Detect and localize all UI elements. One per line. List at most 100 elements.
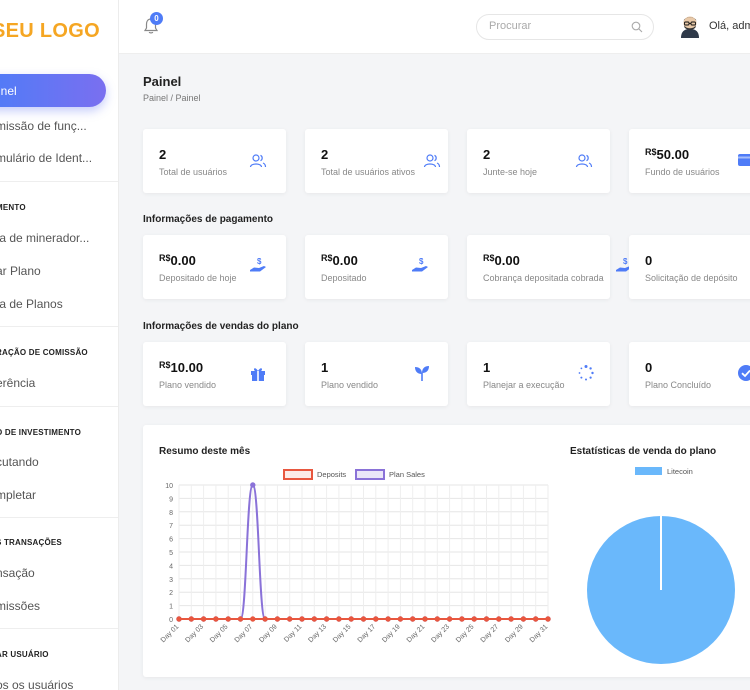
divider [0,181,119,182]
stat-label: Plano vendido [159,380,216,390]
data-point [226,617,230,621]
sidebar-item-running[interactable]: cutando [0,455,39,469]
sidebar-section-header: RAÇÃO DE COMISSÃO [0,348,88,357]
data-point [374,617,378,621]
plan-card-count-sold: 1 Plano vendido [305,342,448,406]
sidebar-item-add-plan[interactable]: ar Plano [0,264,41,278]
data-point [349,617,353,621]
sidebar-item-completed[interactable]: mpletar [0,488,36,502]
search-icon[interactable] [631,21,643,33]
sidebar-item-dashboard[interactable]: inel [0,74,106,107]
data-point [546,617,550,621]
sidebar-section-header: S TRANSAÇÕES [0,538,62,547]
data-point [337,617,341,621]
data-point [300,617,304,621]
x-tick-label: Day 19 [381,623,402,644]
stat-label: Junte-se hoje [483,167,537,177]
divider [0,628,119,629]
user-greeting[interactable]: Olá, adm [709,20,750,32]
data-point [472,617,476,621]
stat-label: Fundo de usuários [645,167,720,177]
gift-icon [249,365,267,383]
divider [0,406,119,407]
x-tick-label: Day 23 [430,623,451,644]
charts-panel: Resumo deste mês Estatísticas de venda d… [143,425,750,677]
users-icon [575,152,593,170]
sidebar-item-all-users[interactable]: os os usuários [0,678,73,690]
x-tick-label: Day 01 [160,623,181,644]
payment-card-today: R$0.00 Depositado de hoje $ [143,235,286,299]
notification-badge: 0 [150,12,163,25]
legend-swatch [635,467,662,475]
stat-label: Plano vendido [321,380,378,390]
section-title-plan-sales: Informações de vendas do plano [143,321,299,332]
data-point [324,617,328,621]
y-tick-label: 10 [165,483,173,490]
plan-card-completed: 0 Plano Concluído [629,342,750,406]
stat-value: 1 [483,360,490,375]
section-title-payment: Informações de pagamento [143,214,273,225]
data-point [288,617,292,621]
data-point [484,617,488,621]
sidebar-item-commissions[interactable]: missões [0,599,40,613]
legend-label: Plan Sales [389,470,425,479]
sidebar-item-miner-list[interactable]: ta de minerador... [0,231,89,245]
y-tick-label: 1 [169,604,173,611]
sidebar-item-commission[interactable]: missão de funç... [0,119,87,133]
data-point [361,617,365,621]
y-tick-label: 0 [169,617,173,624]
wallet-icon [737,151,750,169]
y-tick-label: 2 [169,590,173,597]
data-point [189,617,193,621]
stat-card-active-users: 2 Total de usuários ativos [305,129,448,193]
stat-value: 1 [321,360,328,375]
stat-label: Cobrança depositada cobrada [483,273,604,283]
stat-value: 2 [159,147,166,162]
data-point [509,617,513,621]
sidebar-item-plan-list[interactable]: ta de Planos [0,297,63,311]
data-point [214,617,218,621]
logo: SEU LOGO [0,20,100,43]
payment-card-charged: R$0.00 Cobrança depositada cobrada $ [467,235,610,299]
sidebar-section-header: AR USUÁRIO [0,650,49,659]
search-box [476,14,654,40]
legend-label: Litecoin [667,467,693,476]
sidebar: SEU LOGO inel missão de funç... mulário … [0,0,119,690]
data-point [423,617,427,621]
data-point [201,617,205,621]
sidebar-section-header: O DE INVESTIMENTO [0,428,81,437]
stat-label: Plano Concluído [645,380,711,390]
x-tick-label: Day 25 [455,623,476,644]
y-tick-label: 7 [169,523,173,530]
stat-value: 2 [483,147,490,162]
search-input[interactable] [489,20,619,32]
data-point [263,617,267,621]
legend-swatch [284,470,312,479]
sidebar-item-transactions[interactable]: nsação [0,566,35,580]
x-tick-label: Day 15 [332,623,353,644]
x-tick-label: Day 05 [209,623,230,644]
data-point [312,617,316,621]
payment-card-requests: 0 Solicitação de depósito [629,235,750,299]
x-tick-label: Day 03 [184,623,205,644]
users-icon [423,152,441,170]
payment-card-deposited: R$0.00 Depositado $ [305,235,448,299]
hand-money-icon: $ [249,256,267,274]
legend-label: Deposits [317,470,346,479]
y-tick-label: 6 [169,537,173,544]
page-title: Painel [143,74,181,89]
data-point [460,617,464,621]
data-point [386,617,390,621]
stat-label: Depositado de hoje [159,273,237,283]
data-point [398,617,402,621]
data-point [251,483,255,487]
stat-card-joined-today: 2 Junte-se hoje [467,129,610,193]
x-tick-label: Day 17 [357,623,378,644]
sidebar-item-identity-form[interactable]: mulário de Ident... [0,151,92,165]
y-tick-label: 4 [169,563,173,570]
pie-chart-title: Estatísticas de venda do plano [570,446,716,457]
stat-value: R$10.00 [159,360,203,375]
avatar[interactable] [679,14,701,38]
sidebar-item-referral[interactable]: erência [0,376,35,390]
